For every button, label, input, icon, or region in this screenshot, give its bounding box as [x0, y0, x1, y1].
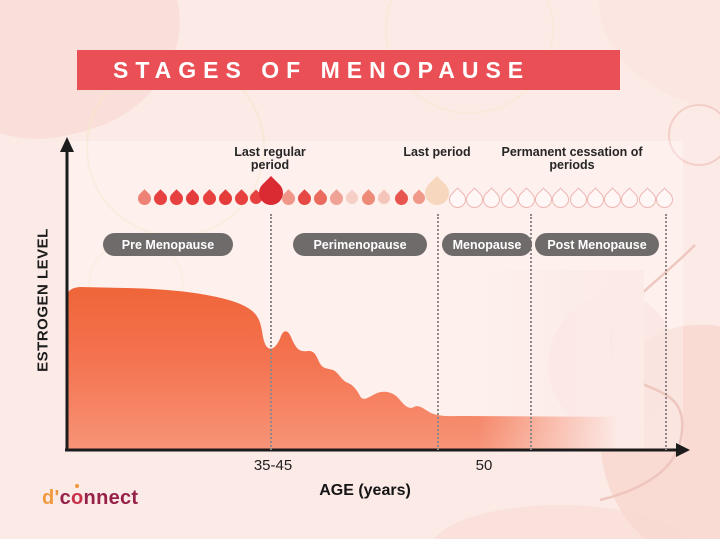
stage-boundary-line: [437, 214, 439, 450]
x-tick-label: 35-45: [253, 457, 293, 474]
stage-boundary-line: [665, 214, 667, 450]
stage-pill: Perimenopause: [293, 233, 427, 256]
page-title: STAGES OF MENOPAUSE: [113, 57, 531, 83]
area-fade-overlay: [478, 270, 644, 450]
title-banner: STAGES OF MENOPAUSE: [77, 50, 620, 90]
stage-boundary-line: [270, 214, 272, 450]
y-axis-label: ESTROGEN LEVEL: [34, 228, 52, 372]
stage-pill: Pre Menopause: [103, 233, 233, 256]
x-tick-label: 50: [475, 457, 493, 474]
period-marker-label: Last period: [403, 145, 471, 159]
brand-logo: d'connect: [42, 487, 138, 510]
logo-letter: c: [59, 487, 72, 509]
logo-suffix: nnect: [83, 487, 139, 509]
stage-boundary-line: [530, 214, 532, 450]
period-marker-label: Last regular period: [234, 145, 306, 173]
stage-pill: Post Menopause: [535, 233, 659, 256]
logo-prefix: d': [42, 487, 60, 509]
period-marker-label: Permanent cessation of periods: [501, 145, 643, 173]
stage-pill: Menopause: [442, 233, 532, 256]
estrogen-area-series: [67, 287, 638, 450]
logo-ring-letter: o: [71, 487, 84, 509]
x-axis-label: AGE (years): [319, 482, 411, 499]
